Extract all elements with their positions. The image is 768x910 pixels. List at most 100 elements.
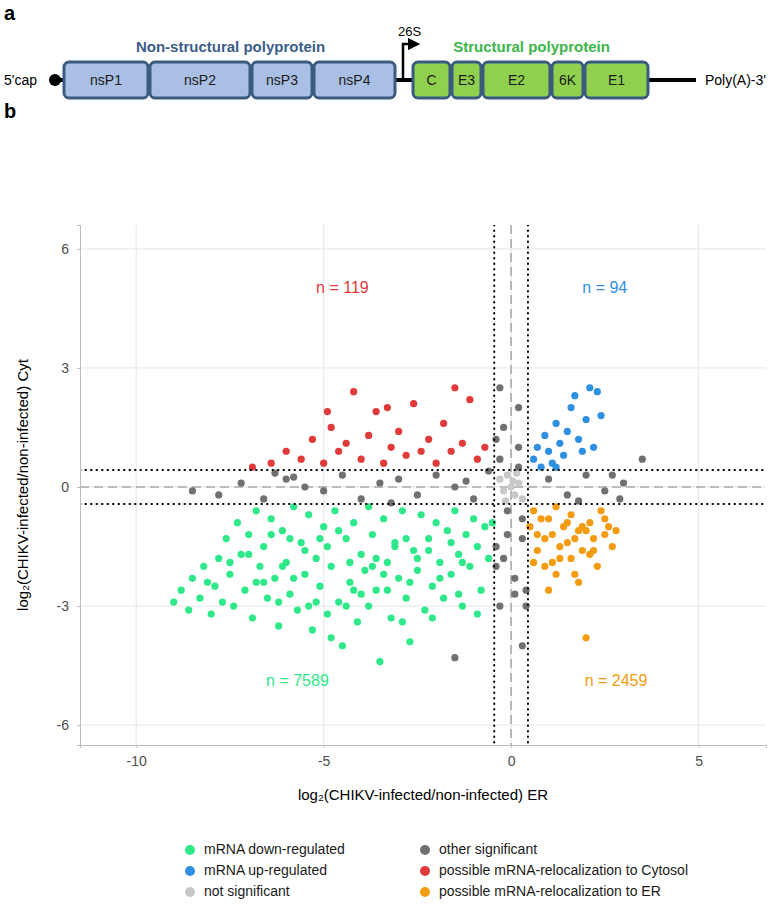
promoter-label: 26S (398, 24, 421, 39)
point (260, 495, 267, 502)
figure: a5'capPoly(A)-3'nsP1nsP2nsP3nsP4Non-stru… (0, 0, 768, 910)
point (185, 606, 192, 613)
group-label: Non-structural polyprotein (136, 38, 325, 55)
point (260, 579, 267, 586)
point (279, 527, 286, 534)
point (268, 460, 275, 467)
point (597, 507, 604, 514)
point (552, 420, 559, 427)
point (463, 477, 470, 484)
three-prime-label: Poly(A)-3' (705, 72, 766, 88)
point (541, 563, 548, 570)
point (433, 460, 440, 467)
grid-line (80, 486, 766, 487)
point (343, 440, 350, 447)
point (395, 575, 402, 582)
legend-marker (185, 845, 195, 855)
protein-box (252, 62, 312, 98)
point (616, 495, 623, 502)
point (564, 491, 571, 498)
legend-label: not significant (204, 883, 290, 899)
point (451, 384, 458, 391)
legend-marker (185, 887, 195, 897)
point (459, 602, 466, 609)
point (485, 555, 492, 562)
point (530, 507, 537, 514)
point (620, 479, 627, 486)
point (354, 618, 361, 625)
point (339, 642, 346, 649)
point (249, 614, 256, 621)
tick-mark (77, 249, 80, 250)
point (403, 535, 410, 542)
point (515, 404, 522, 411)
point (264, 595, 271, 602)
point (290, 473, 297, 480)
point (571, 535, 578, 542)
point (189, 487, 196, 494)
point (549, 559, 556, 566)
legend: mRNA down-regulatedmRNA up-regulatednot … (185, 841, 688, 899)
point (590, 535, 597, 542)
point (549, 531, 556, 538)
x-axis-title: log₂(CHIKV-infected/non-infected) ER (298, 786, 548, 803)
point (466, 396, 473, 403)
point (639, 456, 646, 463)
point (504, 507, 511, 514)
point (582, 416, 589, 423)
point (526, 523, 533, 530)
point (391, 543, 398, 550)
tick: -3 (57, 598, 80, 614)
point (582, 471, 589, 478)
point (609, 471, 616, 478)
point (541, 432, 548, 439)
point (444, 527, 451, 534)
tick: -5 (318, 745, 331, 769)
point (245, 551, 252, 558)
point (496, 475, 503, 482)
grid (80, 225, 766, 745)
legend-label: possible mRNA-relocalization to ER (439, 883, 661, 899)
point (605, 523, 612, 530)
point (425, 535, 432, 542)
point (594, 388, 601, 395)
tick: 6 (61, 241, 80, 257)
point (238, 479, 245, 486)
tick: 5 (695, 745, 703, 769)
point (448, 571, 455, 578)
point (384, 587, 391, 594)
point (358, 456, 365, 463)
point (376, 479, 383, 486)
threshold-line (80, 469, 766, 471)
point (343, 602, 350, 609)
point (403, 595, 410, 602)
protein-box (585, 62, 648, 98)
protein-box (150, 62, 250, 98)
point (238, 551, 245, 558)
panel-label: a (4, 2, 16, 24)
point (350, 519, 357, 526)
point (534, 444, 541, 451)
panel-b: b-10-505-6-3036log₂(CHIKV-infected/non-i… (4, 100, 767, 899)
point (418, 448, 425, 455)
tick: -10 (127, 745, 147, 769)
point (189, 575, 196, 582)
cap (49, 74, 61, 86)
point (586, 519, 593, 526)
point (410, 547, 417, 554)
point (463, 531, 470, 538)
point (215, 555, 222, 562)
tick-mark (324, 745, 325, 748)
point (346, 559, 353, 566)
point (410, 400, 417, 407)
point (365, 432, 372, 439)
tick: -6 (57, 717, 80, 733)
point (496, 602, 503, 609)
point (571, 392, 578, 399)
tick-mark (699, 745, 700, 748)
point (436, 559, 443, 566)
series (526, 503, 619, 641)
point (575, 579, 582, 586)
legend-marker (420, 866, 430, 876)
legend-label: mRNA down-regulated (204, 841, 345, 857)
